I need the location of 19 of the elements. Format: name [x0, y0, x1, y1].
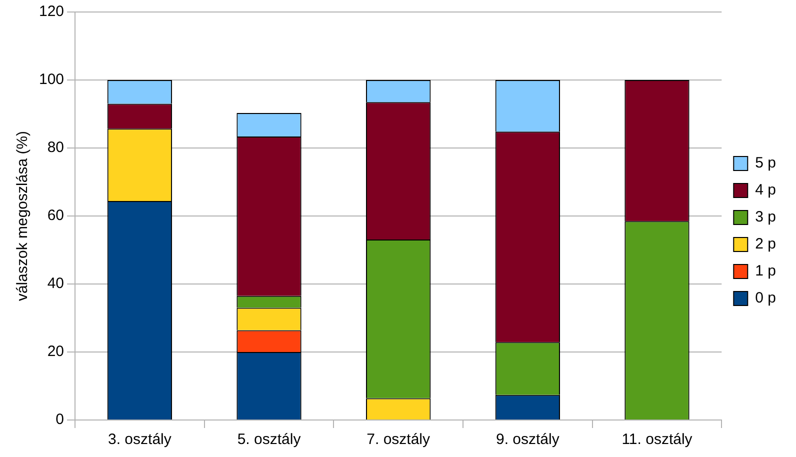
x-tick-label: 9. osztály	[496, 431, 560, 448]
x-tick-label: 11. osztály	[622, 431, 693, 448]
legend-label: 1 p	[755, 262, 776, 280]
y-tick-label: 120	[38, 3, 64, 20]
y-tick-label: 100	[38, 71, 64, 88]
legend-label: 4 p	[755, 182, 776, 199]
legend-label: 2 p	[755, 236, 776, 253]
y-tick-label: 40	[47, 275, 64, 292]
legend-label: 3 p	[755, 208, 776, 226]
y-tick-label: 60	[47, 207, 64, 224]
legend-label: 0 p	[755, 290, 776, 307]
x-tick-label: 5. osztály	[237, 431, 302, 448]
y-tick-label: 0	[56, 411, 64, 428]
y-axis-title: válaszok megoszlása (%)	[14, 130, 32, 302]
x-tick-label: 3. osztály	[108, 431, 172, 448]
x-tick-label: 7. osztály	[366, 431, 431, 448]
y-tick-label: 80	[47, 139, 64, 156]
y-tick-label: 20	[47, 343, 64, 360]
legend-label: 5 p	[755, 154, 776, 172]
